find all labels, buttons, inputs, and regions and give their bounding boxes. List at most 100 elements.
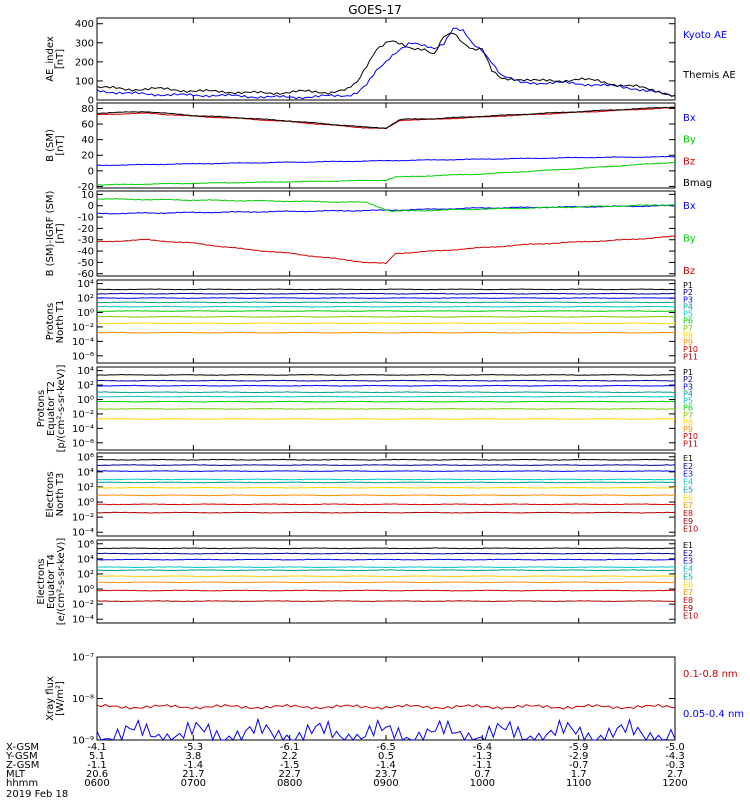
axis-value: 1100 — [566, 778, 591, 789]
panel-7: 10⁶ 10⁴ 10² 10⁰ 10⁻² 10⁻⁴ Electrons Equator T4[… — [36, 538, 698, 626]
axis-value: -1.1 — [473, 760, 493, 771]
axis-value: -5.0 — [665, 742, 685, 753]
y-tick-label: 60 — [81, 120, 94, 131]
legend-p11: P11 — [683, 439, 698, 448]
axis-value: 0700 — [181, 778, 206, 789]
y-tick-label: 10⁶ — [77, 452, 94, 463]
legend-themis-ae: Themis AE — [682, 70, 736, 81]
y-tick-label: 10⁰ — [77, 585, 94, 596]
series-line-e4 — [97, 566, 676, 569]
legend-bx: Bx — [683, 201, 696, 212]
axis-value: -6.1 — [280, 742, 300, 753]
y-tick-label: 400 — [75, 19, 94, 30]
y-axis-label: [p/(cm²-s-sr-keV)] — [56, 365, 67, 453]
y-axis-label: [e/(cm²-s-sr-keV)] — [56, 538, 67, 626]
panel-frame — [96, 17, 676, 101]
axis-value: 0.5 — [378, 751, 394, 762]
y-axis-label: Electrons — [45, 471, 56, 517]
y-tick-label: 10² — [77, 294, 94, 305]
y-tick-label: 10² — [77, 482, 94, 493]
y-tick-label: 10⁻⁶ — [72, 351, 94, 362]
y-tick-label: -10 — [78, 213, 94, 224]
series-line-e6 — [96, 486, 676, 489]
y-tick-label: 10⁰ — [77, 395, 94, 406]
row-label: Y-GSM — [5, 751, 38, 762]
axis-value: -6.5 — [376, 742, 396, 753]
legend-e5: E5 — [683, 485, 693, 494]
axis-value: -0.3 — [665, 760, 685, 771]
legend-e6: E6 — [683, 493, 693, 502]
y-tick-label: 100 — [75, 76, 94, 87]
legend-bx: Bx — [683, 113, 696, 124]
axis-value: 21.7 — [182, 769, 204, 780]
axis-value: 0900 — [373, 778, 398, 789]
row-label: X-GSM — [6, 742, 39, 753]
axis-value: 3.8 — [185, 751, 201, 762]
y-axis-label: Protons — [45, 303, 56, 340]
legend-e7: E7 — [683, 588, 693, 597]
series-line-kyoto-ae — [96, 27, 676, 100]
legend-e9: E9 — [683, 604, 693, 613]
series-line-e5 — [97, 481, 676, 484]
legend-e10: E10 — [683, 612, 698, 621]
y-tick-label: 10⁻⁹ — [72, 736, 94, 747]
y-axis-label: North T1 — [55, 300, 66, 344]
series-line-p3 — [97, 384, 676, 387]
axis-value: 20.6 — [86, 769, 108, 780]
axis-value: -0.7 — [569, 760, 589, 771]
axis-value: -1.1 — [87, 760, 107, 771]
series-line-p4 — [96, 391, 676, 394]
series-line-p2 — [96, 379, 676, 382]
legend-e9: E9 — [683, 517, 693, 526]
series-line-e7 — [96, 494, 676, 497]
series-line-e8 — [96, 589, 675, 592]
legend-e3: E3 — [683, 470, 693, 479]
axis-value: 1.7 — [571, 769, 587, 780]
legend-0-1-0-8-nm: 0.1-0.8 nm — [683, 669, 738, 680]
panel-4: 10⁴ 10² 10⁰ 10⁻² 10⁻⁴ 10⁻⁶ Protons North T1 P1P2… — [45, 279, 698, 364]
y-tick-label: 10⁴ — [77, 467, 94, 478]
axis-value: 0.7 — [474, 769, 490, 780]
y-tick-label: 10⁴ — [77, 279, 94, 290]
legend-e5: E5 — [683, 572, 693, 581]
axis-value: 2.2 — [282, 751, 298, 762]
row-label: hhmm — [6, 778, 38, 789]
y-tick-label: 300 — [75, 38, 94, 49]
series-line-themis-ae — [96, 32, 676, 97]
y-axis-label: AE_index — [45, 36, 56, 82]
legend-p1: P1 — [683, 281, 693, 290]
y-tick-label: 10² — [77, 569, 94, 580]
y-tick-label: 80 — [81, 104, 94, 115]
axis-value: -1.4 — [376, 760, 396, 771]
legend-e8: E8 — [683, 509, 693, 518]
y-tick-label: 10⁻² — [72, 600, 94, 611]
y-tick-label: 0 — [88, 201, 94, 212]
series-line-p2 — [96, 292, 676, 295]
series-line-0-05-0-4-nm — [96, 717, 676, 742]
axis-value: -1.5 — [280, 760, 300, 771]
axis-value: -1.3 — [473, 751, 493, 762]
y-tick-label: 10⁶ — [77, 539, 94, 550]
panel-1: 400 300 200 100 0 AE_index [nT] Kyoto AE Themis … — [45, 17, 736, 107]
series-line-e3 — [96, 558, 676, 561]
axis-value: -2.9 — [569, 751, 589, 762]
legend-e3: E3 — [683, 557, 693, 566]
legend-p5: P5 — [683, 310, 693, 319]
legend-e4: E4 — [683, 565, 693, 574]
legend-0-05-0-4-nm: 0.05-0.4 nm — [683, 709, 744, 720]
panel-8: 10⁻⁷ 10⁻⁸ 10⁻⁹ Xray flux [W/m²] 0.1-0.8 nm 0.0… — [45, 653, 744, 747]
y-tick-label: -30 — [78, 235, 94, 246]
y-axis-label: Protons — [36, 390, 47, 427]
y-axis-label: Electrons — [36, 558, 47, 604]
series-line-p4 — [97, 301, 676, 304]
series-line-e2 — [97, 464, 676, 467]
y-tick-label: 10⁻² — [72, 513, 94, 524]
legend-bmag: Bmag — [683, 178, 712, 189]
series-line-p7 — [96, 407, 675, 410]
axis-value: 1200 — [662, 778, 687, 789]
y-axis-label: North T3 — [55, 473, 66, 517]
y-tick-label: -20 — [78, 224, 94, 235]
series-line-p1 — [97, 288, 676, 291]
series-line-p1 — [96, 373, 676, 376]
series-line-p8 — [96, 322, 676, 325]
